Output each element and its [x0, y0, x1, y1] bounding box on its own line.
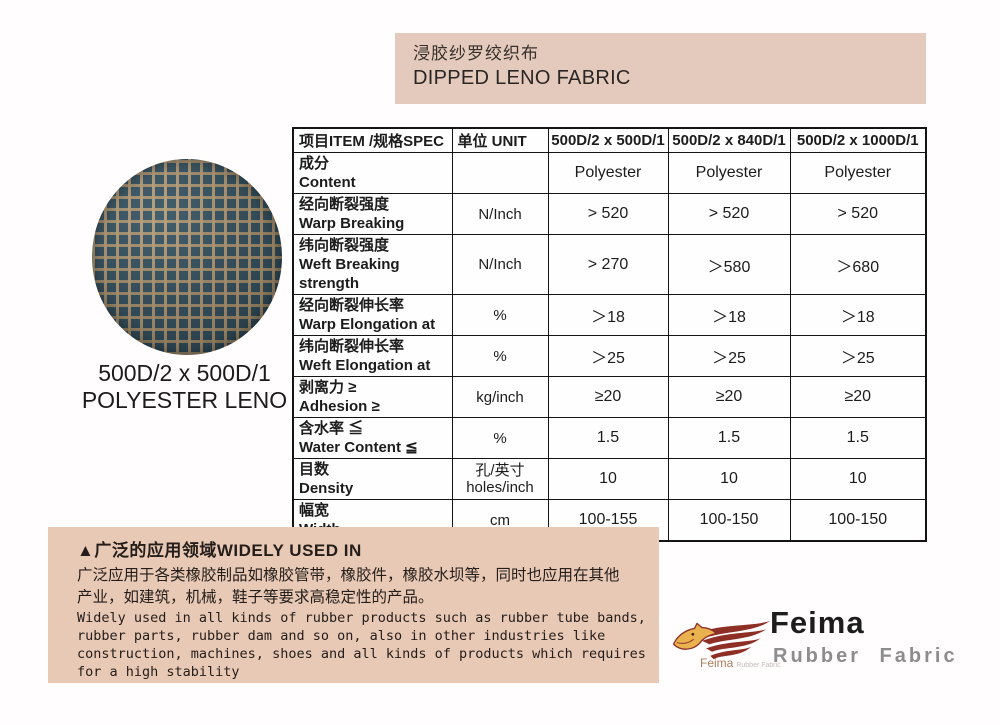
item-label-en: Water Content ≦ [299, 439, 418, 456]
spec-value-cell: ＞18 [789, 294, 927, 336]
spec-item-cell: 目数 Density [292, 458, 453, 500]
table-row-warp-elongation: 经向断裂伸长率 Warp Elongation at % ＞18 ＞18 ＞18 [292, 294, 927, 336]
spec-unit-cell: % [451, 417, 549, 459]
spec-value-cell: > 520 [667, 193, 791, 235]
feima-horse-icon [673, 620, 771, 660]
spec-value-cell: Polyester [789, 152, 927, 194]
item-label-cn: 剥离力 ≥ [299, 379, 357, 396]
usage-body-en: Widely used in all kinds of rubber produ… [77, 610, 646, 680]
logo-subtitle-text: Rubber Fabric [773, 645, 958, 667]
spec-value-cell: ＞580 [667, 234, 791, 295]
spec-item-cell: 成分 Content [292, 152, 453, 194]
item-label-en: Adhesion ≥ [299, 398, 380, 415]
item-label-cn: 目数 [299, 461, 330, 478]
spec-value-cell: 1.5 [789, 417, 927, 459]
spec-value-cell: ≥20 [547, 376, 669, 418]
sample-caption-spec: 500D/2 x 500D/1 [98, 360, 271, 386]
spec-unit-cell: N/Inch [451, 234, 549, 295]
item-label-cn: 含水率 ≦ [299, 420, 364, 437]
spec-value-cell: ≥20 [789, 376, 927, 418]
spec-unit-cell: kg/inch [451, 376, 549, 418]
item-label-cn: 成分 [299, 155, 330, 172]
table-row-weft-elongation: 纬向断裂伸长率 Weft Elongation at % ＞25 ＞25 ＞25 [292, 335, 927, 377]
sample-caption-material: POLYESTER LENO [81, 387, 288, 413]
col-header-unit: 单位 UNIT [451, 127, 549, 153]
spec-item-cell: 纬向断裂强度 Weft Breaking strength [292, 234, 453, 295]
spec-value-cell: 10 [667, 458, 791, 500]
table-row-content: 成分 Content Polyester Polyester Polyester [292, 152, 927, 194]
logo-small-subtitle: Rubber Fabric [736, 662, 781, 669]
spec-value-cell: 10 [789, 458, 927, 500]
header-title-cn: 浸胶纱罗绞织布 [413, 44, 539, 63]
spec-header-row: 项目ITEM /规格SPEC 单位 UNIT 500D/2 x 500D/1 5… [292, 127, 927, 153]
usage-box: ▲广泛的应用领域WIDELY USED IN 广泛应用于各类橡胶制品如橡胶管带，… [48, 527, 659, 683]
spec-unit-cell: N/Inch [451, 193, 549, 235]
col-header-spec3: 500D/2 x 1000D/1 [789, 127, 927, 153]
spec-value-cell: ＞25 [789, 335, 927, 377]
item-label-en: Density [299, 480, 354, 497]
item-label-en: Content [299, 174, 356, 191]
spec-value-cell: > 520 [789, 193, 927, 235]
spec-item-cell: 剥离力 ≥ Adhesion ≥ [292, 376, 453, 418]
table-row-width: 幅宽 Width cm 100-155 100-150 100-150 [292, 499, 927, 542]
spec-unit-cell [451, 152, 549, 194]
item-label-en: Weft Elongation at [299, 357, 431, 374]
usage-body-cn: 广泛应用于各类橡胶制品如橡胶管带，橡胶件，橡胶水坝等，同时也应用在其他 产业，如… [77, 567, 620, 606]
item-label-cn: 幅宽 [299, 502, 330, 519]
spec-value-cell: 100-150 [667, 499, 791, 542]
col-header-spec1: 500D/2 x 500D/1 [547, 127, 669, 153]
table-row-adhesion: 剥离力 ≥ Adhesion ≥ kg/inch ≥20 ≥20 ≥20 [292, 376, 927, 418]
spec-value-cell: 1.5 [667, 417, 791, 459]
logo-brand-text: Feima [770, 605, 865, 640]
spec-value-cell: 100-150 [789, 499, 927, 542]
table-row-density: 目数 Density 孔/英寸 holes/inch 10 10 10 [292, 458, 927, 500]
item-label-cn: 经向断裂强度 [299, 196, 390, 213]
spec-item-cell: 含水率 ≦ Water Content ≦ [292, 417, 453, 459]
spec-value-cell: Polyester [667, 152, 791, 194]
spec-value-cell: > 270 [547, 234, 669, 295]
spec-item-cell: 纬向断裂伸长率 Weft Elongation at [292, 335, 453, 377]
item-label-cn: 纬向断裂伸长率 [299, 338, 405, 355]
spec-value-cell: Polyester [547, 152, 669, 194]
table-row-warp-breaking: 经向断裂强度 Warp Breaking N/Inch > 520 > 520 … [292, 193, 927, 235]
spec-unit-cell: % [451, 294, 549, 336]
spec-value-cell: ＞25 [547, 335, 669, 377]
spec-unit-cell: 孔/英寸 holes/inch [451, 458, 549, 500]
spec-item-cell: 经向断裂强度 Warp Breaking [292, 193, 453, 235]
spec-unit-cell: % [451, 335, 549, 377]
spec-value-cell: ＞18 [667, 294, 791, 336]
logo-small-wordmark: Feima Rubber Fabric [700, 656, 781, 670]
spec-value-cell: ≥20 [667, 376, 791, 418]
spec-item-cell: 经向断裂伸长率 Warp Elongation at [292, 294, 453, 336]
table-row-water-content: 含水率 ≦ Water Content ≦ % 1.5 1.5 1.5 [292, 417, 927, 459]
spec-table: 项目ITEM /规格SPEC 单位 UNIT 500D/2 x 500D/1 5… [292, 127, 927, 542]
fabric-sample-photo [92, 159, 282, 355]
spec-value-cell: 1.5 [547, 417, 669, 459]
item-label-cn: 纬向断裂强度 [299, 237, 390, 254]
spec-value-cell: > 520 [547, 193, 669, 235]
col-header-spec2: 500D/2 x 840D/1 [667, 127, 791, 153]
header-title-en: DIPPED LENO FABRIC [413, 67, 631, 89]
sample-caption: 500D/2 x 500D/1 POLYESTER LENO [57, 360, 312, 414]
usage-title: ▲广泛的应用领域WIDELY USED IN [77, 541, 362, 560]
header-band: 浸胶纱罗绞织布 DIPPED LENO FABRIC [395, 33, 926, 104]
spec-value-cell: ＞25 [667, 335, 791, 377]
item-label-cn: 经向断裂伸长率 [299, 297, 405, 314]
spec-value-cell: ＞18 [547, 294, 669, 336]
table-row-weft-breaking: 纬向断裂强度 Weft Breaking strength N/Inch > 2… [292, 234, 927, 295]
feima-logo: Feima Rubber Fabric Feima Rubber Fabric [670, 596, 970, 691]
col-header-item: 项目ITEM /规格SPEC [292, 127, 453, 153]
spec-value-cell: ＞680 [789, 234, 927, 295]
logo-small-brand: Feima [700, 656, 734, 670]
item-label-en: Warp Elongation at [299, 316, 436, 333]
item-label-en: Warp Breaking [299, 215, 405, 232]
spec-value-cell: 10 [547, 458, 669, 500]
item-label-en: Weft Breaking strength [299, 256, 400, 292]
